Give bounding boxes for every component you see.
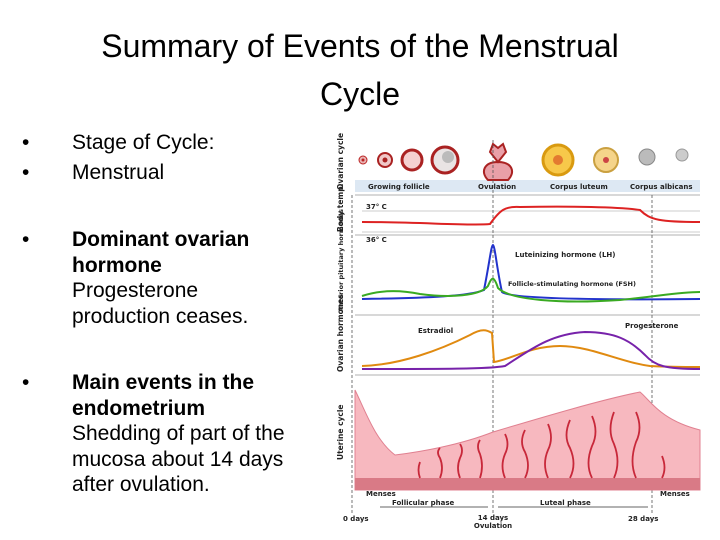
row-label: Ovarian cycle: [336, 133, 345, 190]
ovary-label: Ovulation: [478, 183, 516, 191]
bullet-text: Menstrual: [72, 161, 165, 184]
temp-curve: [361, 205, 701, 226]
endometrium: [354, 389, 701, 491]
phase-label: Menses: [660, 490, 690, 498]
phase-label: Menses: [366, 490, 396, 498]
bullet-text: Stage of Cycle:: [72, 131, 215, 154]
label-band: [355, 180, 700, 192]
hormone-label: Follicle-stimulating hormone (FSH): [508, 280, 636, 288]
temp-label: 36° C: [366, 236, 387, 244]
hormone-label: Luteinizing hormone (LH): [515, 251, 615, 259]
temp-label: 37° C: [366, 203, 387, 211]
ovary-label: Corpus luteum: [550, 183, 608, 191]
bullet: • Main events in the endometrium Shedding …: [22, 370, 292, 498]
bullet: • Menstrual: [22, 160, 292, 186]
bullet-bold: Dominant ovarian hormone: [72, 228, 250, 277]
day-label: Ovulation: [474, 522, 512, 530]
hormone-label: Progesterone: [625, 322, 679, 330]
day-label: 14 days: [478, 514, 508, 522]
progesterone-curve: [361, 330, 701, 370]
row-label: Body temp.: [336, 183, 345, 232]
bullet: • Stage of Cycle:: [22, 130, 292, 156]
bullet-text: Progesterone production ceases.: [72, 279, 249, 328]
row-label: Anterior pituitary hormones: [337, 209, 345, 312]
bullet-bold: Main events in the endometrium: [72, 371, 255, 420]
phase-label: Follicular phase: [392, 499, 455, 507]
fsh-curve: [361, 277, 701, 303]
ovary-label: Corpus albicans: [630, 183, 693, 191]
row-label: Ovarian hormones: [336, 294, 345, 372]
bullet-text: Shedding of part of the mucosa about 14 …: [72, 422, 285, 496]
ovary-label: Growing follicle: [368, 183, 430, 191]
estradiol-curve: [361, 329, 701, 368]
day-label: 28 days: [628, 515, 658, 523]
day-label: 0 days: [343, 515, 369, 523]
bullet: • Dominant ovarian hormone Progesterone pr…: [22, 227, 292, 329]
row-label: Uterine cycle: [336, 404, 345, 460]
phase-label: Luteal phase: [540, 499, 591, 507]
ovary-stages: [358, 142, 689, 181]
glands: [417, 411, 666, 479]
endometrium-base: [355, 478, 700, 490]
slide-title: Summary of Events of the Menstrual Cycle: [101, 28, 619, 112]
hormone-label: Estradiol: [418, 327, 453, 335]
